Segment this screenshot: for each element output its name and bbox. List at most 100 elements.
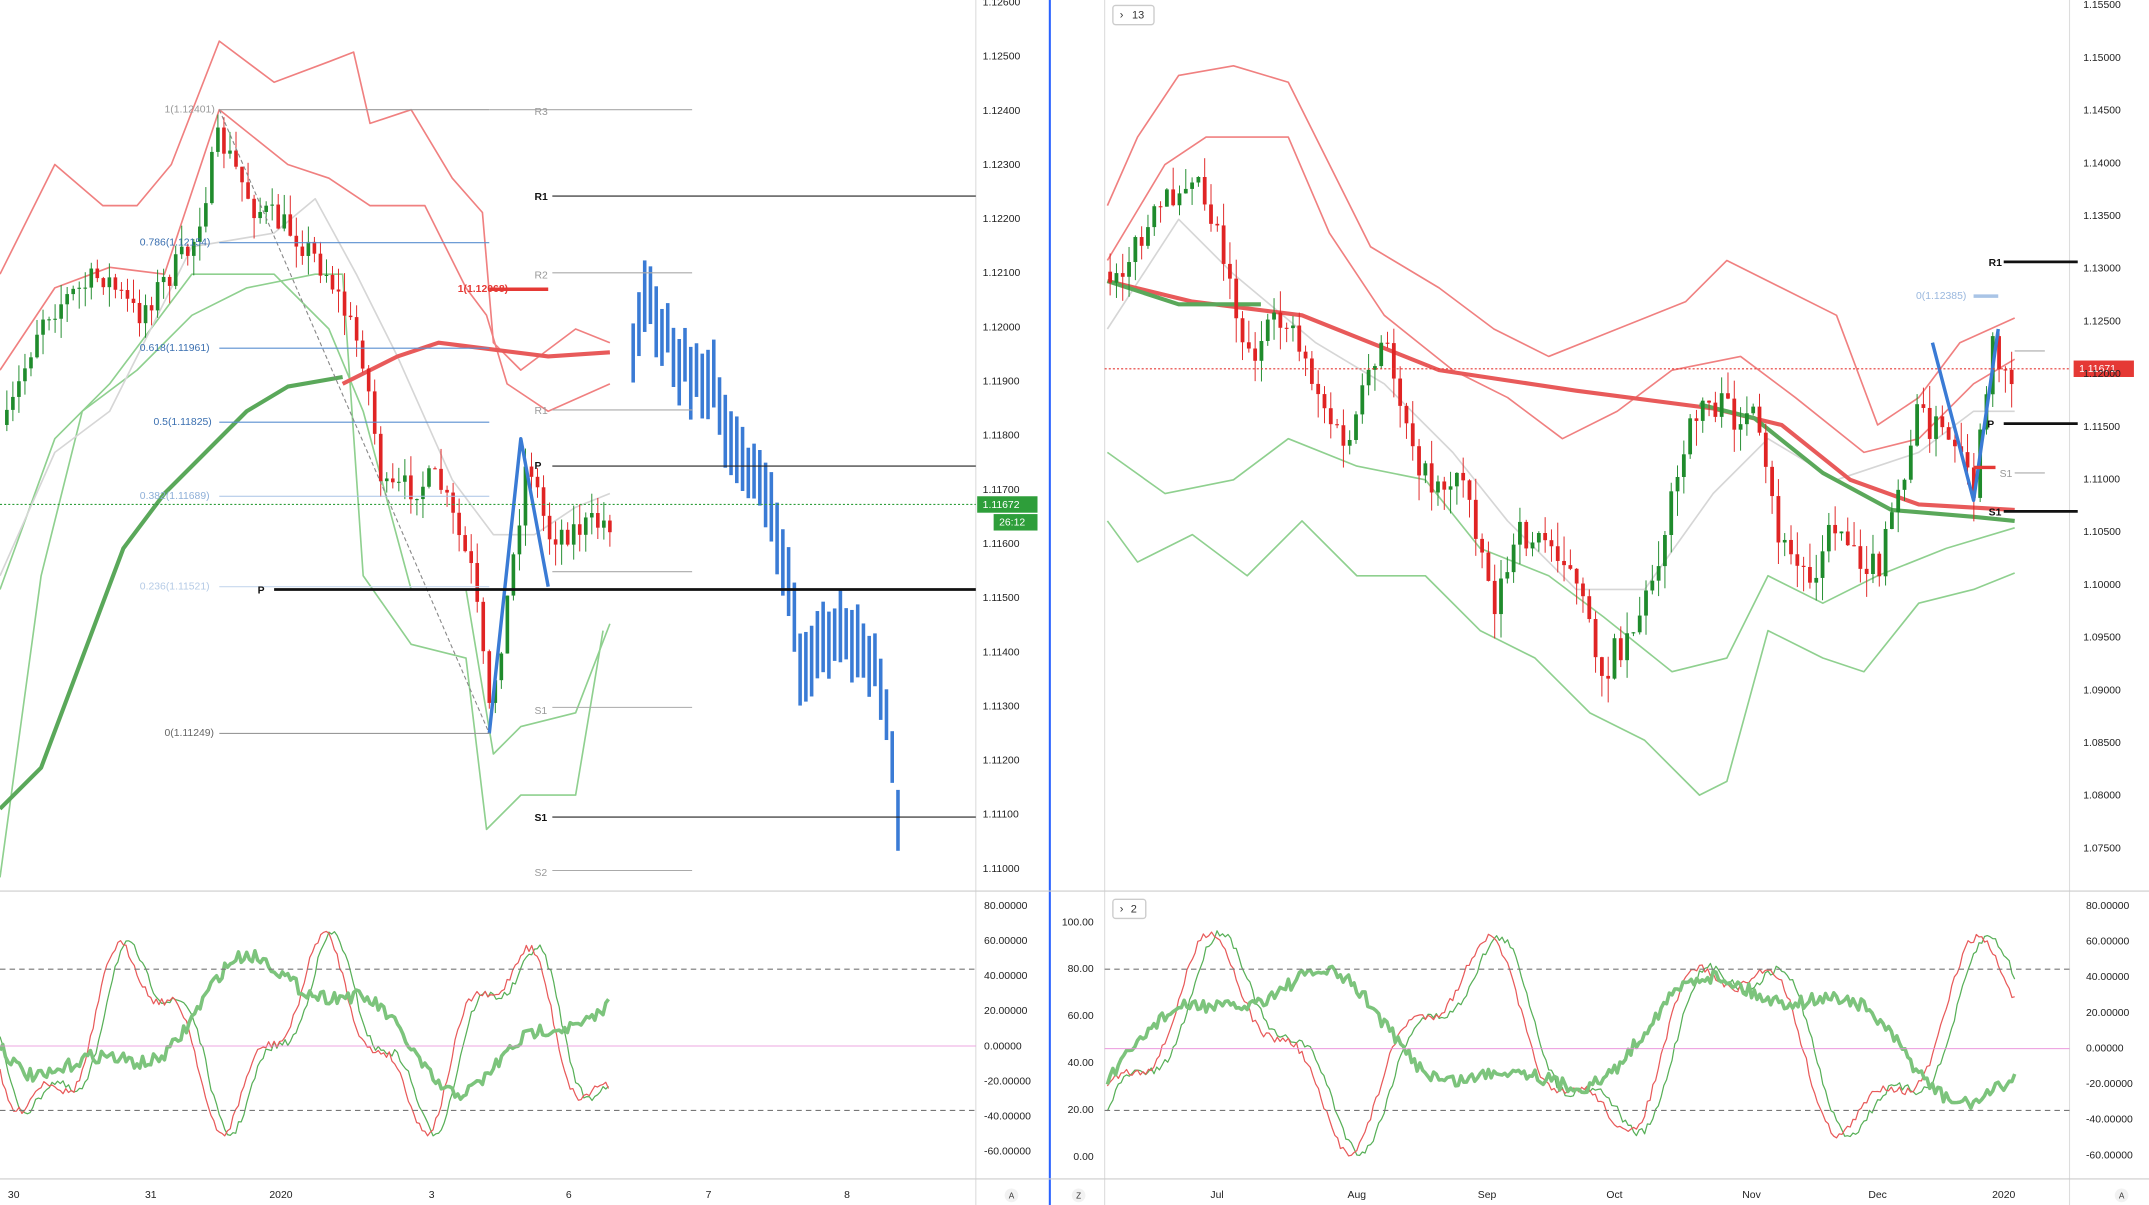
candle-body [1417, 446, 1421, 476]
candle-body [523, 466, 528, 526]
renko-brick [740, 426, 745, 491]
renko-brick [873, 633, 877, 687]
study-toggle[interactable] [1112, 4, 1155, 26]
pivot-label: R2 [535, 270, 549, 281]
zoom-button[interactable] [1071, 1188, 1086, 1203]
renko-brick [763, 462, 768, 528]
axis-label: 1.11200 [983, 756, 1020, 767]
candle-body [596, 513, 600, 528]
candle-body [1454, 472, 1459, 487]
candle-body [1921, 404, 1926, 408]
axis-label: 1.11700 [983, 485, 1020, 496]
axis-label: 80.00000 [984, 901, 1028, 912]
axis-label: 1.09500 [2083, 633, 2121, 644]
auto-scale-button[interactable] [1004, 1188, 1019, 1203]
candle-body [173, 254, 178, 286]
renko-brick [683, 327, 687, 382]
candle-body [1335, 424, 1339, 426]
candle-body [276, 204, 281, 229]
renko-brick [850, 609, 854, 683]
candle-body [1663, 535, 1667, 567]
candle-body [342, 291, 347, 316]
candle-body [35, 334, 39, 358]
candle-body [228, 150, 232, 154]
candle-body [1971, 467, 1976, 498]
candle-body [439, 468, 443, 490]
axis-label: 1.08000 [2083, 791, 2121, 802]
candle-body [71, 288, 75, 295]
renko-brick [884, 689, 889, 741]
renko-brick [723, 394, 728, 468]
auto-scale-button[interactable] [2114, 1188, 2129, 1203]
candle-body [1108, 271, 1113, 283]
time-label: 8 [844, 1190, 850, 1201]
fib-label: 1(1.12401) [164, 104, 214, 115]
candle-body [1599, 657, 1604, 676]
candle-body [1410, 423, 1415, 447]
candle-body [107, 277, 112, 288]
candle-body [1360, 385, 1365, 415]
axis-label: 1.11500 [983, 593, 1020, 604]
axis-label: 60.00000 [2086, 937, 2130, 948]
candle-body [1738, 424, 1743, 430]
candle-body [1246, 342, 1251, 349]
candle-body [234, 150, 238, 167]
candle-body [415, 499, 419, 501]
candle-body [330, 274, 335, 290]
renko-brick [844, 608, 848, 660]
study-toggle[interactable] [1112, 898, 1147, 920]
candle-body [191, 241, 196, 256]
axis-label: 60.00 [1068, 1011, 1094, 1022]
candle-body [1448, 486, 1453, 490]
candle-body [1429, 463, 1434, 493]
renko-brick [775, 502, 779, 575]
candle-body [445, 489, 449, 493]
candle-body [312, 241, 317, 254]
candle-body [589, 513, 594, 518]
renko-brick [798, 633, 802, 706]
candle-body [53, 318, 57, 320]
time-label: 6 [566, 1190, 572, 1201]
candle-body [1808, 567, 1812, 583]
indicator-line [1106, 279, 2015, 513]
pivot-label: S2 [535, 868, 548, 879]
candle-body [1284, 327, 1289, 329]
axis-label: 1.10500 [2083, 527, 2121, 538]
candle-body [1858, 546, 1863, 569]
candle-body [17, 381, 21, 397]
candle-body [1915, 404, 1919, 446]
candle-body [1644, 590, 1648, 616]
time-label: 30 [8, 1190, 20, 1201]
candle-body [264, 205, 268, 212]
fib-label: 0.5(1.11825) [154, 417, 212, 428]
candle-body [1146, 227, 1150, 246]
candle-body [1139, 237, 1144, 246]
candle-body [469, 551, 473, 564]
current-price: 1.11672 [983, 500, 1020, 511]
candle-body [5, 409, 9, 425]
renko-brick [809, 625, 814, 697]
candle-body [1700, 400, 1705, 421]
indicator-line [0, 374, 343, 811]
countdown-badge [993, 514, 1038, 531]
indicator-line [0, 930, 610, 1137]
time-label: 2020 [1992, 1190, 2015, 1201]
candle-body [559, 529, 564, 545]
candle-body [1492, 580, 1497, 615]
candle-body [1814, 577, 1819, 583]
renko-brick [711, 339, 716, 408]
pivot-label: P [1987, 420, 1994, 431]
axis-label: -40.00000 [984, 1111, 1031, 1122]
renko-brick [838, 589, 843, 663]
candle-body [1669, 491, 1674, 536]
indicator-line [1106, 520, 2015, 796]
renko-brick [648, 266, 653, 325]
countdown: 26:12 [999, 518, 1025, 529]
price-badge [977, 496, 1038, 513]
candle-body [300, 246, 305, 256]
candle-body [433, 468, 437, 470]
axis-label: -60.00000 [2086, 1150, 2133, 1161]
candle-body [1202, 177, 1207, 205]
candle-body [155, 282, 160, 311]
pivot-label: R1 [1989, 258, 2003, 269]
